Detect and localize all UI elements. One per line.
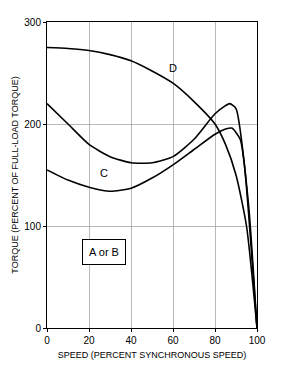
- svg-text:200: 200: [24, 119, 41, 130]
- svg-text:SPEED (PERCENT SYNCHRONOUS SPE: SPEED (PERCENT SYNCHRONOUS SPEED): [58, 350, 246, 360]
- svg-text:A or B: A or B: [89, 246, 119, 258]
- svg-text:80: 80: [209, 335, 221, 346]
- svg-text:60: 60: [167, 335, 179, 346]
- svg-text:C: C: [100, 167, 108, 179]
- svg-text:40: 40: [125, 335, 137, 346]
- svg-text:TORQUE (PERCENT OF FULL-LOAD T: TORQUE (PERCENT OF FULL-LOAD TORQUE): [10, 76, 20, 273]
- svg-text:0: 0: [44, 335, 50, 346]
- svg-text:D: D: [169, 62, 177, 74]
- svg-text:100: 100: [24, 221, 41, 232]
- svg-text:0: 0: [35, 323, 41, 334]
- svg-text:20: 20: [83, 335, 95, 346]
- svg-text:100: 100: [249, 335, 266, 346]
- svg-text:300: 300: [24, 17, 41, 28]
